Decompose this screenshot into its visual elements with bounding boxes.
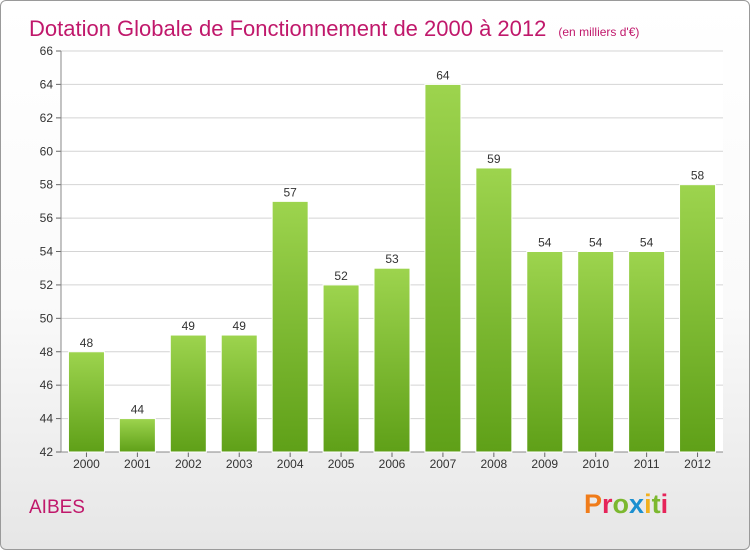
data-label-2011: 54: [640, 236, 654, 250]
y-tick-label: 58: [40, 178, 54, 192]
x-tick-label-2002: 2002: [175, 457, 202, 471]
x-tick-label-2006: 2006: [379, 457, 406, 471]
commune-name: AIBES: [29, 497, 85, 518]
data-label-2003: 49: [233, 319, 247, 333]
bar-2008: [475, 167, 513, 453]
x-tick-label-2009: 2009: [531, 457, 558, 471]
x-tick-label-2005: 2005: [328, 457, 355, 471]
bar-2011: [628, 251, 666, 453]
data-label-2009: 54: [538, 236, 552, 250]
x-tick-label-2011: 2011: [634, 457, 660, 471]
bar-2009: [526, 251, 564, 453]
y-tick-label: 46: [40, 378, 54, 392]
x-tick-label-2008: 2008: [480, 457, 507, 471]
bar-2002: [169, 334, 207, 453]
bar-2001: [118, 418, 156, 453]
y-tick-label: 42: [40, 445, 54, 459]
bar-layer: [67, 83, 717, 453]
x-tick-label-2012: 2012: [684, 457, 711, 471]
y-tick-label: 48: [40, 345, 54, 359]
chart-subtitle: (en milliers d'€): [558, 25, 640, 39]
y-tick-label: 52: [40, 278, 54, 292]
x-tick-label-2007: 2007: [430, 457, 457, 471]
bar-2005: [322, 284, 360, 453]
bar-2000: [67, 351, 105, 453]
data-label-2001: 44: [131, 403, 145, 417]
data-label-2010: 54: [589, 236, 603, 250]
axis-layer: 42 44 46 48 50 52 54 56 58 60 62 64 66 2000 2001 2002 20…: [40, 44, 723, 471]
bar-2004: [271, 200, 309, 453]
data-label-2006: 53: [385, 252, 399, 266]
x-tick-label-2003: 2003: [226, 457, 253, 471]
data-label-2004: 57: [283, 185, 297, 199]
label-layer: 48 44 49 49 57 52 53 64 59 54 54 54 58: [80, 68, 705, 416]
proxiti-logo: Proxiti: [584, 489, 669, 519]
x-tick-label-2010: 2010: [582, 457, 609, 471]
y-tick-label: 60: [40, 144, 54, 158]
data-label-2012: 58: [691, 169, 705, 183]
data-label-2005: 52: [334, 269, 348, 283]
bar-2006: [373, 267, 411, 453]
y-tick-label: 54: [40, 245, 54, 259]
data-label-2008: 59: [487, 152, 501, 166]
y-tick-label: 56: [40, 211, 54, 225]
y-tick-label: 50: [40, 311, 54, 325]
chart-title: Dotation Globale de Fonctionnement de 20…: [29, 7, 639, 44]
bar-2012: [679, 184, 717, 453]
bar-2010: [577, 251, 615, 453]
data-label-2007: 64: [436, 68, 450, 82]
bar-2003: [220, 334, 258, 453]
chart-title-main: Dotation Globale de Fonctionnement de 20…: [29, 16, 547, 41]
data-label-2002: 49: [182, 319, 196, 333]
y-tick-label: 44: [40, 412, 54, 426]
x-tick-label-2004: 2004: [277, 457, 304, 471]
x-tick-label-2000: 2000: [73, 457, 100, 471]
y-tick-label: 64: [40, 77, 54, 91]
x-tick-label-2001: 2001: [124, 457, 151, 471]
y-tick-label: 62: [40, 111, 54, 125]
y-tick-label: 66: [40, 44, 54, 58]
bar-2007: [424, 83, 462, 453]
data-label-2000: 48: [80, 336, 94, 350]
